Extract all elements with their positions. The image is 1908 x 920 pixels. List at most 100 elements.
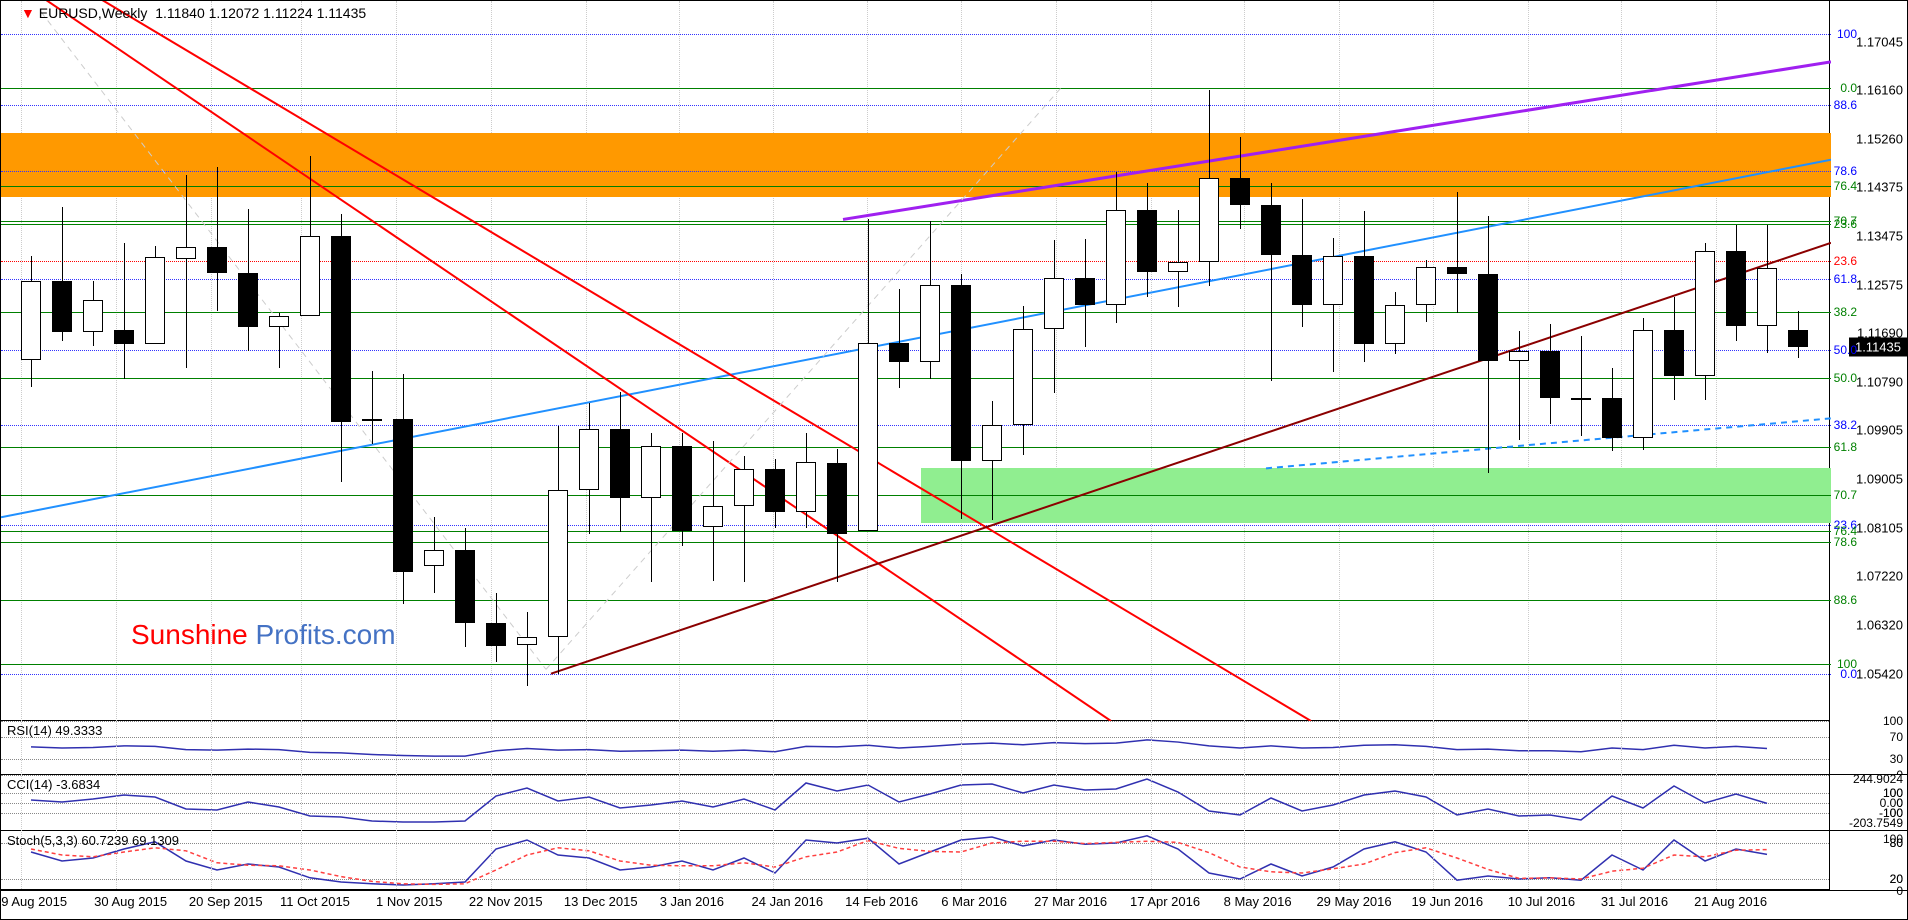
candle-wick — [372, 371, 373, 444]
candle-body[interactable] — [1261, 205, 1281, 256]
candle-body[interactable] — [83, 300, 103, 333]
candle-body[interactable] — [1633, 330, 1653, 439]
x-tick: 14 Feb 2016 — [845, 894, 918, 909]
candle-body[interactable] — [1323, 256, 1343, 305]
candle-body[interactable] — [393, 419, 413, 571]
fib-label: 88.6 — [1834, 98, 1857, 112]
candle-body[interactable] — [1044, 278, 1064, 329]
x-tick: 9 Aug 2015 — [1, 894, 67, 909]
candle-body[interactable] — [1509, 351, 1529, 360]
candle-body[interactable] — [114, 330, 134, 345]
x-tick: 6 Mar 2016 — [941, 894, 1007, 909]
candle-body[interactable] — [1137, 210, 1157, 272]
watermark: Sunshine Profits.com — [131, 619, 396, 651]
y-tick: 1.14375 — [1856, 180, 1903, 195]
candle-body[interactable] — [734, 469, 754, 506]
x-tick: 17 Apr 2016 — [1130, 894, 1200, 909]
y-tick: 1.16160 — [1856, 83, 1903, 98]
candle-wick — [1457, 192, 1458, 313]
x-tick: 3 Jan 2016 — [660, 894, 724, 909]
candle-body[interactable] — [610, 429, 630, 498]
candle-body[interactable] — [1013, 329, 1033, 425]
candle-body[interactable] — [982, 425, 1002, 461]
candle-body[interactable] — [455, 550, 475, 623]
candle-body[interactable] — [1757, 268, 1777, 326]
candle-body[interactable] — [548, 490, 568, 637]
candle-wick — [124, 243, 125, 379]
candle-body[interactable] — [672, 446, 692, 531]
candle-body[interactable] — [52, 281, 72, 333]
fib-label: 50.0 — [1834, 371, 1857, 385]
candle-body[interactable] — [1292, 255, 1312, 305]
indicator-title: RSI(14) 49.3333 — [7, 723, 102, 738]
candle-body[interactable] — [1168, 262, 1188, 272]
x-tick: 1 Nov 2015 — [376, 894, 443, 909]
price-y-axis[interactable]: 1.170451.161601.152601.143751.134751.125… — [1829, 1, 1907, 721]
candle-body[interactable] — [1695, 251, 1715, 376]
candle-body[interactable] — [1602, 398, 1622, 439]
candle-body[interactable] — [1664, 330, 1684, 376]
fib-label: 70.7 — [1834, 214, 1857, 228]
fib-label: 0.0 — [1840, 81, 1857, 95]
fib-label: 61.8 — [1834, 440, 1857, 454]
candle-body[interactable] — [424, 550, 444, 566]
candle-body[interactable] — [920, 285, 940, 363]
indicator-y-axis: -1000100244.9024-203.75490.00100-100 — [1829, 775, 1907, 830]
candle-body[interactable] — [1199, 178, 1219, 262]
candle-body[interactable] — [579, 429, 599, 490]
candle-body[interactable] — [765, 469, 785, 512]
y-tick: 1.06320 — [1856, 617, 1903, 632]
main-price-panel[interactable]: ▼ EURUSD,Weekly 1.11840 1.12072 1.11224 … — [1, 1, 1907, 721]
fib-label: 61.8 — [1834, 272, 1857, 286]
x-tick: 11 Oct 2015 — [280, 894, 350, 909]
fib-label: 50.0 — [1834, 343, 1857, 357]
candle-body[interactable] — [951, 285, 971, 461]
candle-body[interactable] — [889, 343, 909, 362]
candle-body[interactable] — [1385, 305, 1405, 344]
candle-body[interactable] — [486, 623, 506, 646]
candle-body[interactable] — [858, 343, 878, 530]
fib-label: 38.2 — [1834, 305, 1857, 319]
candle-body[interactable] — [1354, 256, 1374, 344]
y-tick: 1.07220 — [1856, 568, 1903, 583]
time-x-axis[interactable]: 9 Aug 201530 Aug 201520 Sep 201511 Oct 2… — [1, 889, 1829, 919]
candle-body[interactable] — [1106, 210, 1126, 305]
candle-body[interactable] — [362, 419, 382, 421]
indicator-title: Stoch(5,3,3) 60.7239 69.1309 — [7, 833, 179, 848]
candle-wick — [1178, 210, 1179, 307]
candle-body[interactable] — [1230, 178, 1250, 205]
price-plot-area[interactable]: ▼ EURUSD,Weekly 1.11840 1.12072 1.11224 … — [1, 1, 1831, 721]
candle-wick — [217, 167, 218, 311]
candle-body[interactable] — [1788, 330, 1808, 347]
candle-body[interactable] — [207, 247, 227, 273]
candle-body[interactable] — [1540, 351, 1560, 397]
candle-body[interactable] — [1571, 398, 1591, 400]
candle-body[interactable] — [331, 236, 351, 422]
candle-body[interactable] — [1478, 274, 1498, 361]
x-tick: 22 Nov 2015 — [469, 894, 543, 909]
candle-body[interactable] — [517, 637, 537, 645]
fib-label: 78.6 — [1834, 164, 1857, 178]
candle-body[interactable] — [1075, 278, 1095, 305]
candle-body[interactable] — [827, 463, 847, 534]
candle-body[interactable] — [1726, 251, 1746, 326]
candle-body[interactable] — [176, 247, 196, 259]
candle-body[interactable] — [641, 446, 661, 498]
fib-label: 100 — [1837, 27, 1857, 41]
candle-body[interactable] — [1447, 267, 1467, 274]
candle-body[interactable] — [21, 281, 41, 360]
candle-body[interactable] — [145, 257, 165, 344]
candle-wick — [527, 612, 528, 686]
candle-body[interactable] — [238, 273, 258, 327]
x-tick: 8 May 2016 — [1224, 894, 1292, 909]
candle-body[interactable] — [796, 462, 816, 513]
x-tick: 20 Sep 2015 — [189, 894, 263, 909]
candle-body[interactable] — [1416, 267, 1436, 305]
candle-body[interactable] — [703, 506, 723, 527]
candle-body[interactable] — [269, 316, 289, 327]
candle-wick — [899, 289, 900, 388]
y-tick: 1.12575 — [1856, 277, 1903, 292]
y-tick: 1.15260 — [1856, 132, 1903, 147]
collapse-arrow-icon[interactable]: ▼ — [21, 5, 35, 21]
candle-body[interactable] — [300, 236, 320, 316]
